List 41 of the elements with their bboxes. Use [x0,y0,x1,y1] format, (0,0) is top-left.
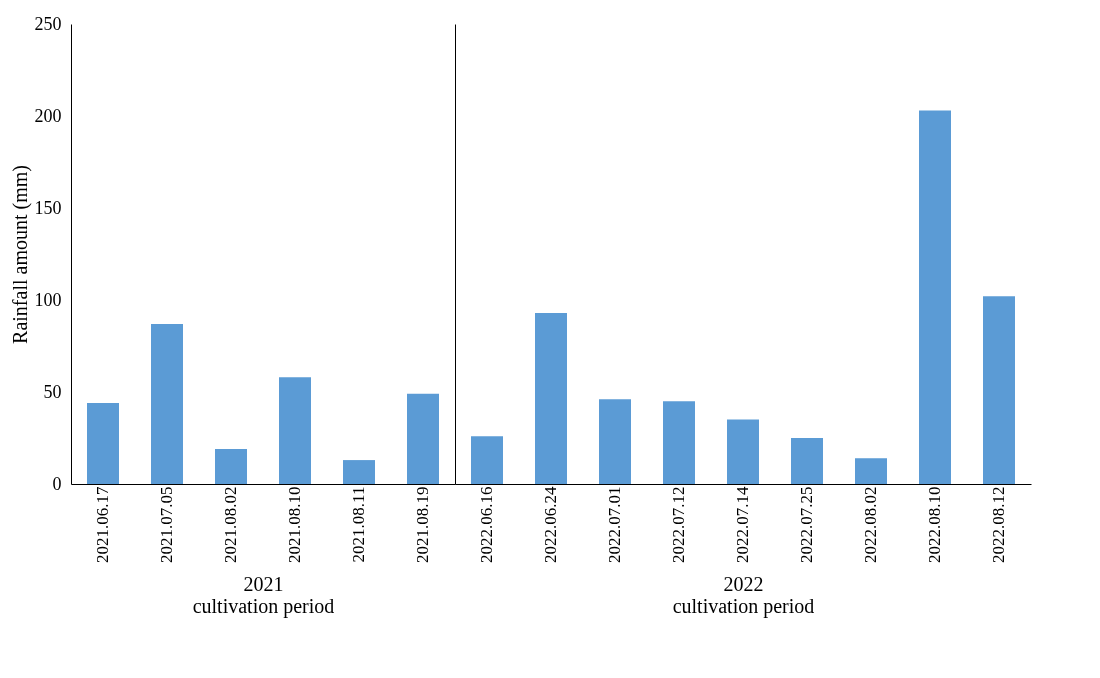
text: 2021 [243,573,284,595]
bar [791,438,823,484]
x-tick-label: 2022.08.02 [861,486,880,563]
x-tick-label: 2021.06.17 [93,486,112,563]
bar [215,449,247,484]
x-axis-title: cultivation period [672,595,815,618]
bar [855,458,887,484]
bar [471,436,503,484]
y-tick-label: 50 [43,381,62,402]
x-tick-label: 2021.08.19 [413,486,432,563]
bar [407,393,439,484]
x-tick-label: 2022.07.01 [605,486,624,563]
bar [727,419,759,484]
bar [663,401,695,484]
x-tick-label: 2022.06.24 [541,486,560,563]
x-tick-label: 2022.08.12 [989,486,1008,563]
y-axis-title: Rainfall amount (mm) [8,165,32,344]
x-tick-label: 2021.08.11 [349,486,368,563]
x-tick-label: 2021.07.05 [157,486,176,563]
bar [343,460,375,484]
y-tick-label: 250 [34,13,62,34]
bar [151,323,183,484]
x-tick-label: 2022.06.16 [477,486,496,563]
x-tick-label: 2022.07.14 [733,486,752,563]
text: 2022 [723,573,764,595]
x-tick-label: 2022.07.12 [669,486,688,563]
bar [87,403,119,484]
bar [919,110,951,484]
y-tick-label: 150 [34,197,62,218]
x-tick-label: 2021.08.10 [285,486,304,563]
y-tick-label: 0 [52,473,62,494]
y-tick-label: 200 [34,105,62,126]
bar [599,399,631,484]
bar [983,296,1015,484]
y-tick-label: 100 [34,289,62,310]
x-tick-label: 2021.08.02 [221,486,240,563]
x-tick-label: 2022.08.10 [925,486,944,563]
x-tick-label: 2022.07.25 [797,486,816,563]
x-axis-title: cultivation period [192,595,335,618]
bar [535,312,567,484]
bar [279,377,311,484]
